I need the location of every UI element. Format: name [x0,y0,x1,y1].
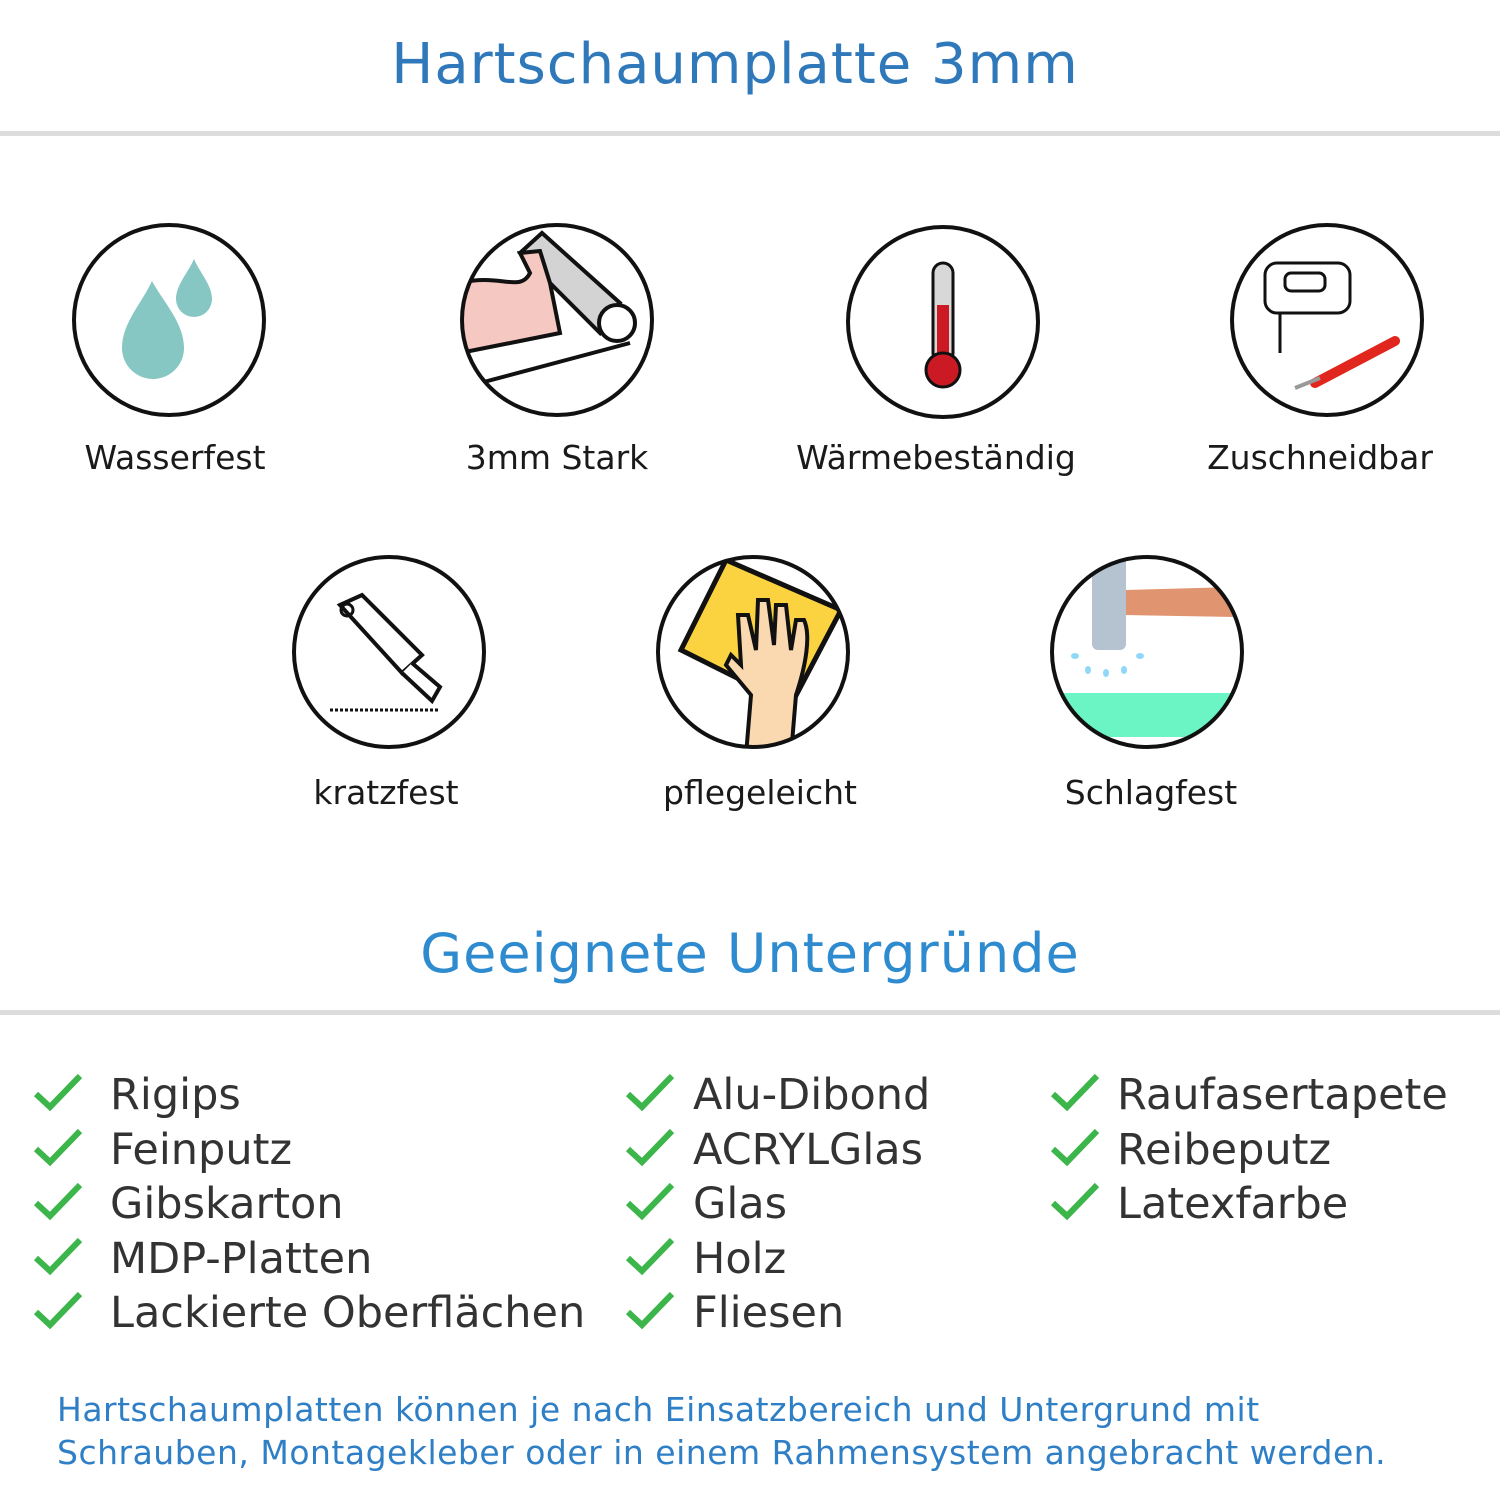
surface-label: Rigips [110,1070,241,1120]
check-icon [33,1128,83,1166]
check-icon [1050,1073,1100,1112]
surface-label: Holz [693,1233,787,1284]
surface-label: Alu-Dibond [693,1070,931,1120]
footer-note: Hartschaumplatten können je nach Einsatz… [57,1388,1386,1474]
feature-label: Zuschneidbar [1207,438,1433,477]
cutter-knife-icon [292,555,486,749]
footer-line-1: Hartschaumplatten können je nach Einsatz… [57,1390,1260,1429]
surface-label: Feinputz [110,1124,293,1175]
feature-label: 3mm Stark [465,438,649,477]
surface-label: ACRYLGlas [693,1124,924,1175]
surface-label: MDP-Platten [110,1233,373,1284]
check-icon [1050,1182,1100,1221]
check-icon [33,1291,83,1330]
check-icon [625,1182,675,1221]
cleaning-hand-icon [656,555,850,749]
surfaces-heading: Geeignete Untergründe [420,922,1080,985]
check-icon [33,1182,83,1221]
thermometer-icon [846,225,1040,419]
divider [0,131,1500,136]
strong-arm-icon [460,223,654,417]
surface-label: Fliesen [693,1288,845,1338]
check-icon [33,1073,83,1112]
surface-label: Lackierte Oberflächen [110,1288,586,1338]
surface-label: Raufasertapete [1117,1070,1448,1120]
jigsaw-knife-icon [1230,223,1424,417]
surface-label: Latexfarbe [1117,1179,1349,1229]
footer-line-2: Schrauben, Montagekleber oder in einem R… [57,1433,1387,1472]
feature-label: Schlagfest [1064,773,1238,812]
page-title: Hartschaumplatte 3mm [391,32,1079,97]
feature-label: Wärmebeständig [796,438,1076,477]
surface-label: Reibeputz [1117,1124,1332,1175]
hammer-icon [1050,555,1244,749]
check-icon [33,1237,83,1275]
check-icon [1050,1128,1100,1166]
feature-label: Wasserfest [84,438,266,477]
check-icon [625,1291,675,1330]
divider [0,1010,1500,1015]
water-drops-icon [72,223,266,417]
check-icon [625,1128,675,1166]
surface-label: Gibskarton [110,1179,344,1229]
surface-label: Glas [693,1179,788,1229]
feature-label: kratzfest [313,773,459,812]
feature-label: pflegeleicht [663,773,857,812]
check-icon [625,1073,675,1112]
check-icon [625,1237,675,1275]
